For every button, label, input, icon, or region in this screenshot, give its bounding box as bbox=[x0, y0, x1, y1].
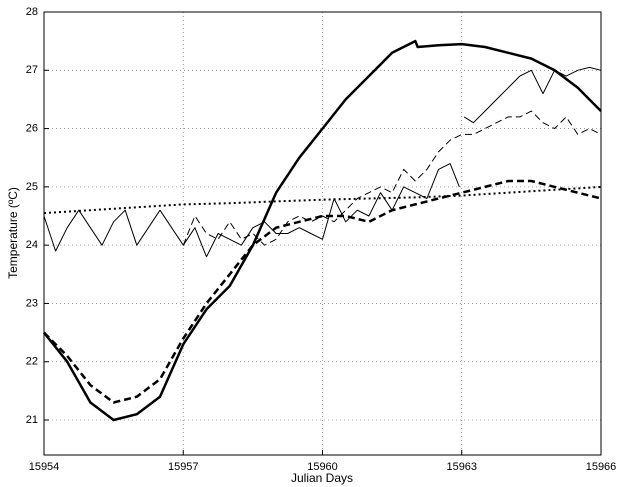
x-tick-label: 15954 bbox=[29, 461, 60, 473]
plot-frame bbox=[43, 11, 602, 456]
y-tick-label: 24 bbox=[26, 239, 38, 251]
plot-area bbox=[44, 12, 601, 455]
x-tick-label: 15966 bbox=[586, 461, 617, 473]
y-tick-label: 25 bbox=[26, 181, 38, 193]
series-line bbox=[43, 179, 602, 404]
x-tick-label: 15957 bbox=[168, 461, 199, 473]
y-axis-label: Temperature (ºC) bbox=[6, 187, 20, 279]
y-tick-label: 26 bbox=[26, 122, 38, 134]
series-line bbox=[43, 66, 602, 258]
series-line bbox=[182, 110, 602, 246]
y-tick-label: 21 bbox=[26, 414, 38, 426]
y-tick-label: 23 bbox=[26, 297, 38, 309]
y-tick-label: 22 bbox=[26, 356, 38, 368]
x-tick-label: 15963 bbox=[446, 461, 477, 473]
y-tick-label: 28 bbox=[26, 6, 38, 18]
series-line bbox=[43, 39, 602, 422]
x-axis-label: Julian Days bbox=[291, 471, 353, 485]
y-tick-label: 27 bbox=[26, 64, 38, 76]
x-tick-label: 15960 bbox=[307, 461, 338, 473]
